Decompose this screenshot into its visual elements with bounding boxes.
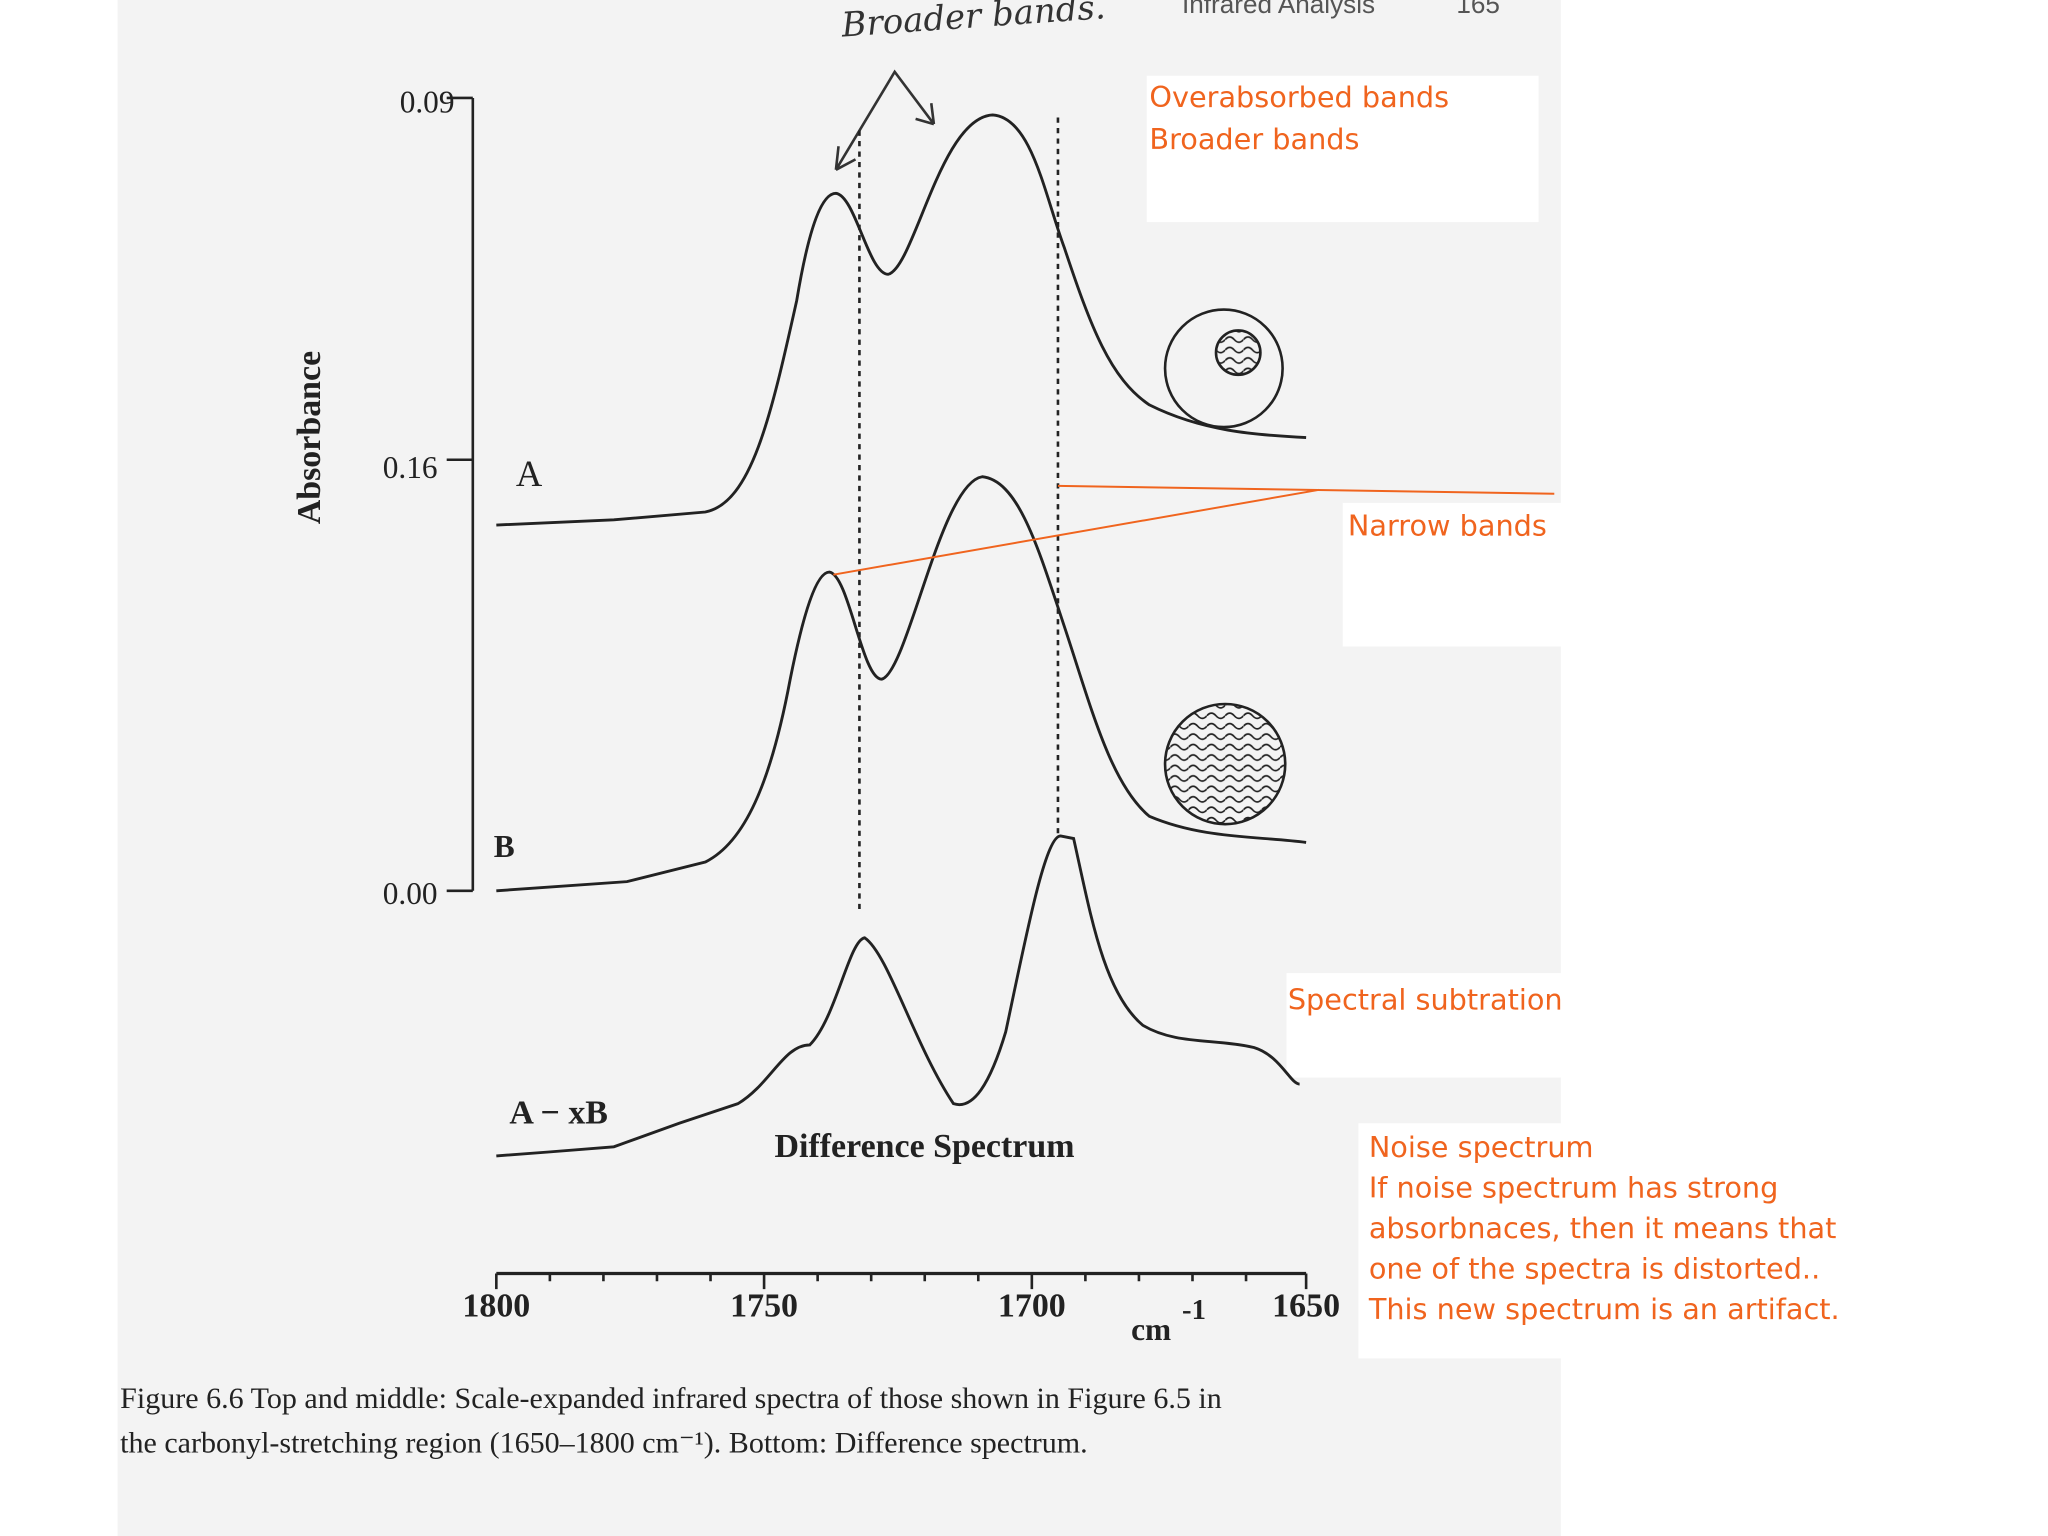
note-box <box>1358 1123 1907 1359</box>
annotation: If noise spectrum has strong <box>1369 1171 1779 1205</box>
annotation: Noise spectrum <box>1369 1130 1594 1164</box>
caption-line: Figure 6.6 Top and middle: Scale-expande… <box>120 1382 1222 1415</box>
annotation: Overabsorbed bands <box>1149 80 1449 114</box>
y-axis-title: Absorbance <box>291 351 328 524</box>
spectrum-a <box>496 113 1307 527</box>
running-title: Infrared Analysis <box>1182 0 1375 19</box>
page-scan <box>117 0 1561 1536</box>
spectrum-b <box>496 475 1307 893</box>
x-ticks <box>495 1273 1308 1290</box>
curve-label: A <box>516 453 543 494</box>
curve-label: B <box>494 829 515 864</box>
x-unit-exp: -1 <box>1182 1294 1206 1326</box>
band-icon <box>1214 329 1262 377</box>
x-label: 1750 <box>730 1288 798 1325</box>
pointer-line <box>833 484 1555 576</box>
x-label: 1800 <box>462 1288 530 1325</box>
x-label: 1650 <box>1272 1288 1340 1325</box>
note-box <box>1342 502 1598 647</box>
hand-arrows <box>834 69 936 171</box>
y-label: 0.00 <box>383 876 438 911</box>
y-label: 0.16 <box>383 450 438 485</box>
x-unit: cm <box>1131 1312 1171 1347</box>
difference-label: Difference Spectrum <box>775 1128 1075 1165</box>
x-label: 1700 <box>998 1288 1066 1325</box>
y-label: 0.09 <box>400 84 455 119</box>
band-icon <box>1163 308 1284 429</box>
annotation: absorbnaces, then it means that <box>1369 1211 1837 1245</box>
note-box <box>1146 75 1539 223</box>
caption-line: the carbonyl-stretching region (1650–180… <box>120 1426 1088 1459</box>
note-box <box>1286 973 1614 1078</box>
annotation: Spectral subtration <box>1288 983 1563 1017</box>
band-icon <box>1163 702 1287 826</box>
curve-label: A − xB <box>509 1094 608 1131</box>
annotation: Narrow bands <box>1348 509 1547 543</box>
annotation: one of the spectra is distorted.. <box>1369 1252 1820 1286</box>
y-ticks <box>446 96 473 893</box>
annotation: Broader bands <box>1149 122 1359 156</box>
difference-spectrum <box>496 834 1301 1158</box>
page-number: 165 <box>1456 0 1500 19</box>
annotation: This new spectrum is an artifact. <box>1368 1292 1840 1326</box>
